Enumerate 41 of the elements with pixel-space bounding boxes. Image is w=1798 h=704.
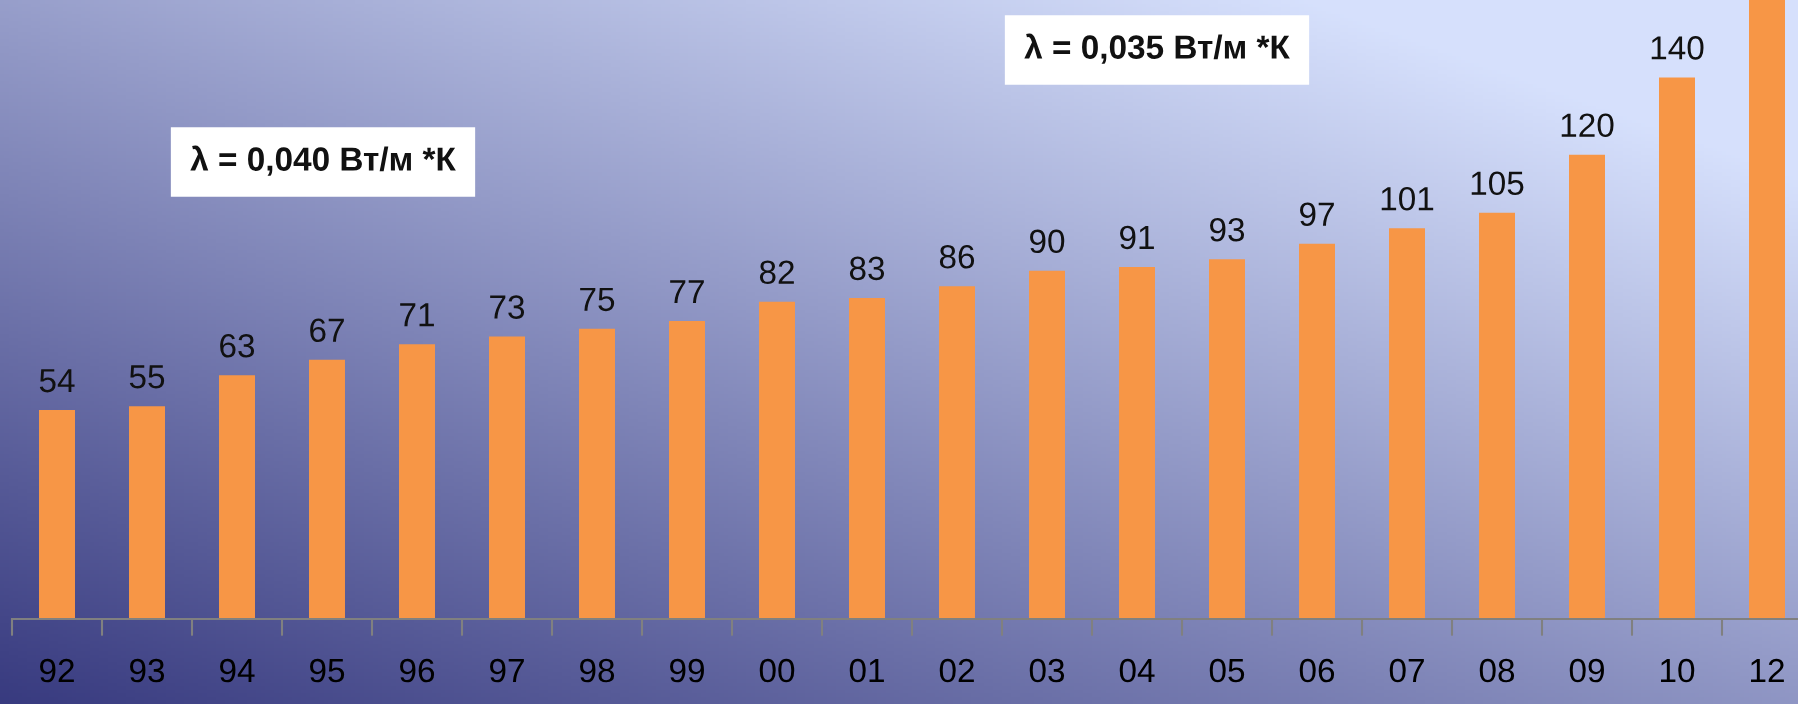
x-tick-label: 12: [1751, 658, 1784, 683]
data-label: 93: [1210, 217, 1245, 242]
data-label: 71: [400, 303, 434, 327]
x-tick-label: 07: [1389, 658, 1424, 683]
x-tick-label: 93: [130, 658, 165, 683]
x-tick-label: 08: [1479, 658, 1515, 683]
data-label: 67: [310, 318, 344, 343]
data-label: 54: [39, 369, 75, 393]
data-label: 86: [939, 244, 975, 269]
data-label: 120: [1561, 113, 1614, 138]
data-label: 140: [1651, 36, 1704, 60]
data-label: 91: [1120, 225, 1154, 250]
x-tick-label: 92: [40, 658, 74, 683]
data-label: 97: [1300, 202, 1334, 227]
data-label: 83: [849, 256, 885, 281]
x-tick-label: 00: [759, 658, 795, 683]
data-label: 82: [759, 260, 794, 285]
data-label: 101: [1381, 186, 1434, 211]
x-tick-label: 97: [490, 658, 524, 683]
annotation: λ = 0,035 Вт/м *К: [1024, 33, 1290, 64]
x-tick-label: 04: [1119, 658, 1155, 683]
x-tick-label: 95: [310, 658, 345, 683]
data-label: 73: [490, 295, 525, 319]
x-tick-label: 06: [1299, 658, 1335, 683]
data-label: 55: [129, 365, 165, 389]
data-label: 75: [580, 287, 615, 312]
x-tick-label: 98: [580, 658, 615, 683]
x-tick-label: 05: [1209, 658, 1245, 683]
x-tick-label: 02: [939, 658, 974, 683]
x-tick-label: 10: [1661, 658, 1695, 683]
data-label: 77: [670, 280, 704, 304]
data-label: 63: [220, 333, 255, 358]
x-tick-label: 94: [220, 658, 255, 683]
data-label: 90: [1030, 229, 1065, 254]
x-tick-label: 96: [400, 658, 435, 683]
x-tick-label: 99: [670, 658, 704, 683]
x-tick-label: 01: [849, 658, 884, 683]
annotation: λ = 0,040 Вт/м *К: [190, 145, 456, 176]
x-tick-label: 03: [1029, 658, 1065, 683]
data-label: 105: [1471, 171, 1524, 196]
x-tick-label: 09: [1569, 658, 1604, 683]
